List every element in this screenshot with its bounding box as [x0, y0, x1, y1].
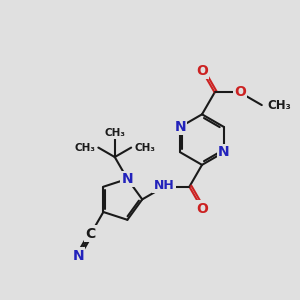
Text: CH₃: CH₃ — [267, 99, 291, 112]
Text: CH₃: CH₃ — [104, 128, 125, 138]
Text: CH₃: CH₃ — [74, 142, 95, 153]
Text: NH: NH — [154, 179, 175, 192]
Text: O: O — [234, 85, 246, 100]
Text: N: N — [122, 172, 133, 186]
Text: C: C — [85, 227, 96, 241]
Text: O: O — [196, 64, 208, 78]
Text: CH₃: CH₃ — [134, 142, 155, 153]
Text: N: N — [218, 145, 230, 159]
Text: N: N — [72, 249, 84, 263]
Text: O: O — [196, 202, 208, 216]
Text: N: N — [174, 120, 186, 134]
